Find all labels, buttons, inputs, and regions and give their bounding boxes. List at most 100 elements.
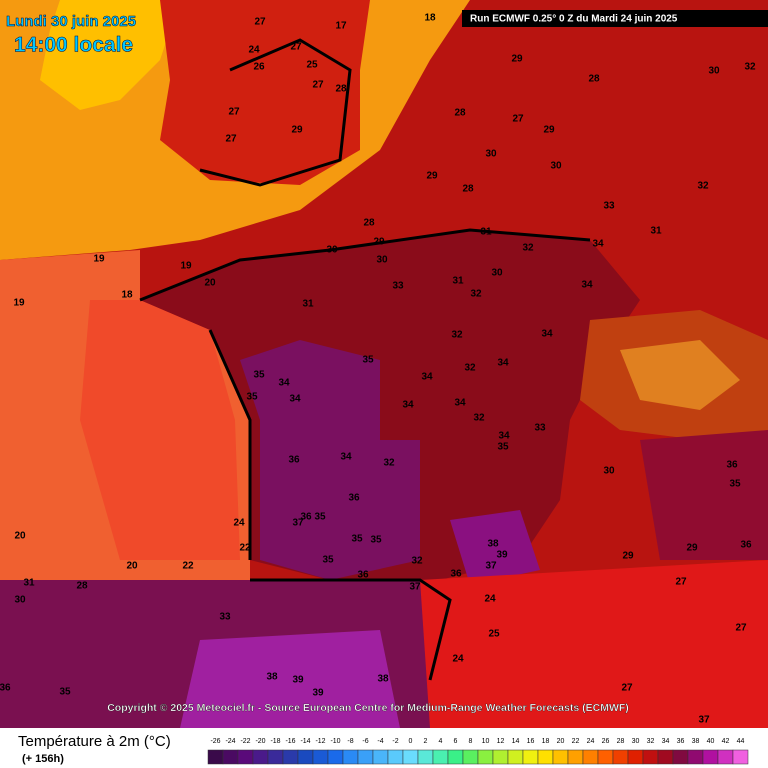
- temperature-label: 34: [581, 280, 593, 291]
- legend-tick-label: -16: [285, 738, 295, 745]
- temperature-label: 35: [497, 442, 509, 453]
- legend-swatch: [402, 749, 419, 765]
- temperature-label: 29: [373, 237, 385, 248]
- legend-tick-label: 22: [572, 738, 580, 745]
- date: Lundi 30 juin 2025: [6, 13, 136, 30]
- temperature-label: 34: [278, 378, 290, 389]
- temperature-label: 19: [13, 298, 25, 309]
- temperature-label: 37: [698, 715, 710, 726]
- legend-swatch: [387, 749, 404, 765]
- temperature-label: 27: [290, 42, 302, 53]
- temperature-label: 32: [473, 413, 485, 424]
- legend-swatch: [642, 749, 659, 765]
- legend-tick-label: 38: [692, 738, 700, 745]
- temperature-label: 34: [402, 400, 414, 411]
- temperature-label: 38: [377, 674, 389, 685]
- run-box: [462, 10, 768, 27]
- run-info: Run ECMWF 0.25° 0 Z du Mardi 24 juin 202…: [470, 14, 678, 25]
- legend-title: Température à 2m (°C): [18, 733, 171, 750]
- temperature-label: 33: [534, 423, 546, 434]
- temperature-label: 29: [291, 125, 303, 136]
- legend-swatch: [417, 749, 434, 765]
- legend-tick-label: 30: [632, 738, 640, 745]
- temperature-label: 17: [335, 21, 347, 32]
- temperature-label: 26: [253, 62, 265, 73]
- legend-tick-label: -8: [347, 738, 353, 745]
- legend-tick-label: 8: [469, 738, 473, 745]
- legend-swatch: [237, 749, 254, 765]
- temperature-label: 27: [312, 80, 324, 91]
- temperature-label: 33: [219, 612, 231, 623]
- legend-tick-label: 16: [527, 738, 535, 745]
- temperature-label: 39: [292, 675, 304, 686]
- legend-tick-label: -14: [300, 738, 310, 745]
- temperature-label: 31: [452, 276, 464, 287]
- temperature-label: 28: [588, 74, 600, 85]
- legend-swatch: [297, 749, 314, 765]
- legend-swatch: [492, 749, 509, 765]
- temperature-label: 29: [543, 125, 555, 136]
- temperature-label: 36: [357, 570, 369, 581]
- temperature-label: 29: [686, 543, 698, 554]
- atlantic-warm: [80, 300, 240, 560]
- legend-swatch: [687, 749, 704, 765]
- temperature-label: 34: [541, 329, 553, 340]
- legend-swatch: [672, 749, 689, 765]
- temperature-label: 35: [59, 687, 71, 698]
- coastline: [139, 228, 591, 681]
- temperature-label: 20: [14, 531, 26, 542]
- temperature-label: 32: [522, 243, 534, 254]
- temperature-label: 30: [603, 466, 615, 477]
- legend-tick-label: 12: [497, 738, 505, 745]
- legend-swatch: [447, 749, 464, 765]
- temperature-label: 33: [392, 281, 404, 292]
- temperature-label: 28: [76, 581, 88, 592]
- legend-swatch: [627, 749, 644, 765]
- temperature-label: 38: [266, 672, 278, 683]
- legend-tick-label: -20: [255, 738, 265, 745]
- legend-tick-label: 2: [424, 738, 428, 745]
- legend-tick-label: 4: [439, 738, 443, 745]
- temperature-label: 20: [126, 561, 138, 572]
- temperature-label: 32: [383, 458, 395, 469]
- legend-swatch: [267, 749, 284, 765]
- legend-lead: (+ 156h): [22, 753, 64, 765]
- temperature-label: 28: [335, 84, 347, 95]
- time: 14:00 locale: [14, 34, 133, 57]
- temperature-label: 28: [462, 184, 474, 195]
- temperature-label: 36: [740, 540, 752, 551]
- legend-swatch: [567, 749, 584, 765]
- temperature-label: 36: [288, 455, 300, 466]
- temperature-label: 33: [603, 201, 615, 212]
- temperature-label: 27: [735, 623, 747, 634]
- alps-cool: [620, 340, 740, 410]
- temperature-label: 25: [306, 60, 318, 71]
- temperature-label: 24: [484, 594, 496, 605]
- legend-tick-label: 10: [482, 738, 490, 745]
- temperature-label: 32: [451, 330, 463, 341]
- temperature-label: 19: [180, 261, 192, 272]
- spain-hot: [180, 630, 400, 728]
- legend-swatch: [507, 749, 524, 765]
- legend-swatch: [342, 749, 359, 765]
- legend-swatch: [207, 749, 224, 765]
- temperature-label: 36: [348, 493, 360, 504]
- legend-tick-label: 34: [662, 738, 670, 745]
- legend-tick-label: -26: [210, 738, 220, 745]
- legend-tick-label: 18: [542, 738, 550, 745]
- mediterranean: [420, 560, 768, 728]
- legend-tick-label: 14: [512, 738, 520, 745]
- temperature-label: 35: [314, 512, 326, 523]
- temperature-label: 24: [452, 654, 464, 665]
- temperature-label: 30: [491, 268, 503, 279]
- temperature-label: 27: [621, 683, 633, 694]
- temperature-label: 27: [512, 114, 524, 125]
- copyright: Copyright © 2025 Meteociel.fr - Source E…: [107, 702, 629, 714]
- temperature-label: 35: [362, 355, 374, 366]
- hot-southwest: [240, 340, 420, 580]
- temperature-label: 34: [498, 431, 510, 442]
- temperature-label: 36: [726, 460, 738, 471]
- temperature-label: 37: [409, 582, 421, 593]
- legend-swatch: [537, 749, 554, 765]
- britain: [160, 0, 370, 185]
